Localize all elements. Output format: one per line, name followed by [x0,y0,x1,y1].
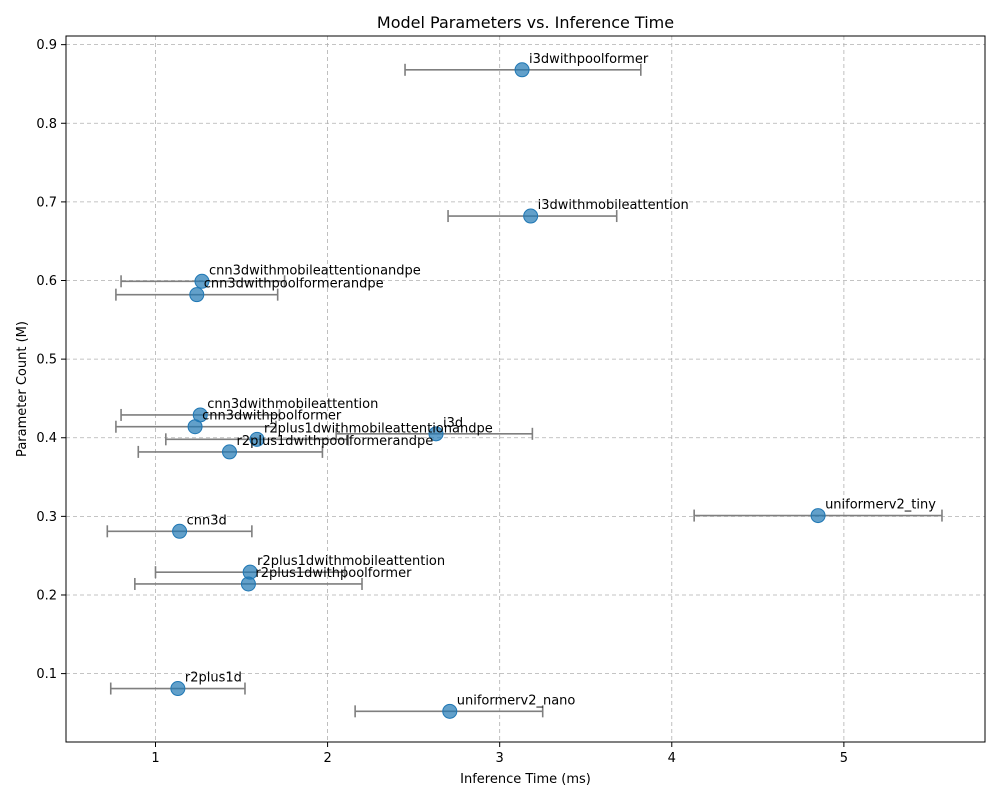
y-tick-label: 0.2 [36,588,57,603]
point-label: i3dwithpoolformer [529,52,649,67]
y-axis-label: Parameter Count (M) [15,321,30,457]
y-tick-label: 0.6 [36,274,57,289]
data-point [221,444,237,460]
point-labels: i3dwithpoolformer i3dwithmobileattention c… [185,52,936,709]
data-point [172,523,188,539]
x-tick-label: 3 [496,751,504,766]
data-point [170,681,186,697]
x-axis-ticks: 1 2 3 4 5 [151,742,848,766]
point-label: cnn3dwithpoolformerandpe [204,277,384,292]
x-tick-label: 4 [668,751,676,766]
data-point [442,703,458,719]
error-bars [106,63,943,718]
x-tick-label: 1 [151,751,159,766]
plot-frame [65,35,986,743]
point-label: cnn3dwithpoolformer [202,409,342,424]
y-tick-label: 0.5 [36,353,57,368]
data-point [428,426,444,442]
point-label: uniformerv2_nano [457,693,576,708]
data-point [514,62,530,78]
point-label: uniformerv2_tiny [825,498,936,513]
point-label: i3dwithmobileattention [538,198,689,213]
y-tick-label: 0.1 [36,667,57,682]
y-tick-label: 0.4 [36,431,57,446]
data-point [189,287,205,303]
y-tick-label: 0.7 [36,195,57,210]
point-label: r2plus1dwithmobileattentionandpe [264,421,493,436]
data-points [170,62,826,719]
data-point [240,576,256,592]
y-axis-ticks: 0.1 0.2 0.3 0.4 0.5 0.6 0.7 0.8 0.9 [36,38,66,682]
point-label: r2plus1dwithmobileattention [257,554,445,569]
y-tick-label: 0.9 [36,38,57,53]
data-point [523,208,539,224]
point-label: cnn3d [187,513,227,528]
data-point [194,273,210,289]
data-point [249,431,265,447]
grid [66,36,985,742]
y-tick-label: 0.8 [36,117,57,132]
data-point [187,419,203,435]
x-axis-label: Inference Time (ms) [460,772,591,787]
x-tick-label: 2 [323,751,331,766]
point-label: r2plus1d [185,671,242,686]
chart-title: Model Parameters vs. Inference Time [377,13,674,32]
point-label: r2plus1dwithpoolformerandpe [236,434,433,449]
data-point [810,508,826,524]
point-label: cnn3dwithmobileattention [207,397,378,412]
x-tick-label: 5 [840,751,848,766]
y-tick-label: 0.3 [36,510,57,525]
point-label: r2plus1dwithpoolformer [255,566,412,581]
point-label: cnn3dwithmobileattentionandpe [209,263,421,278]
point-label: i3d [443,416,463,431]
